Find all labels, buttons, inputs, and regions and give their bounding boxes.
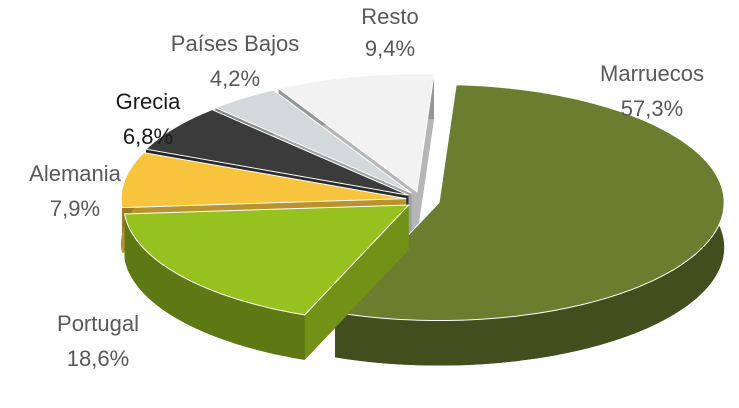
- value-label: 4,2%: [210, 66, 260, 91]
- value-label: 18,6%: [67, 346, 129, 371]
- slice-side: [124, 213, 305, 360]
- value-label: 9,4%: [365, 36, 415, 61]
- slice-label: Países Bajos: [171, 31, 299, 56]
- slice-label: Resto: [361, 4, 418, 29]
- slice-label: Grecia: [116, 89, 182, 114]
- slice-label: Marruecos: [600, 61, 704, 86]
- slice: [277, 73, 435, 193]
- value-label: 6,8%: [123, 124, 173, 149]
- slice: [145, 109, 409, 196]
- slice: [120, 152, 407, 209]
- slice: [334, 84, 725, 321]
- value-label: 57,3%: [621, 96, 683, 121]
- slice-label: Alemania: [29, 161, 121, 186]
- value-label: 7,9%: [50, 196, 100, 221]
- slice: [123, 204, 410, 316]
- slice-label: Portugal: [57, 311, 139, 336]
- slice: [214, 89, 412, 194]
